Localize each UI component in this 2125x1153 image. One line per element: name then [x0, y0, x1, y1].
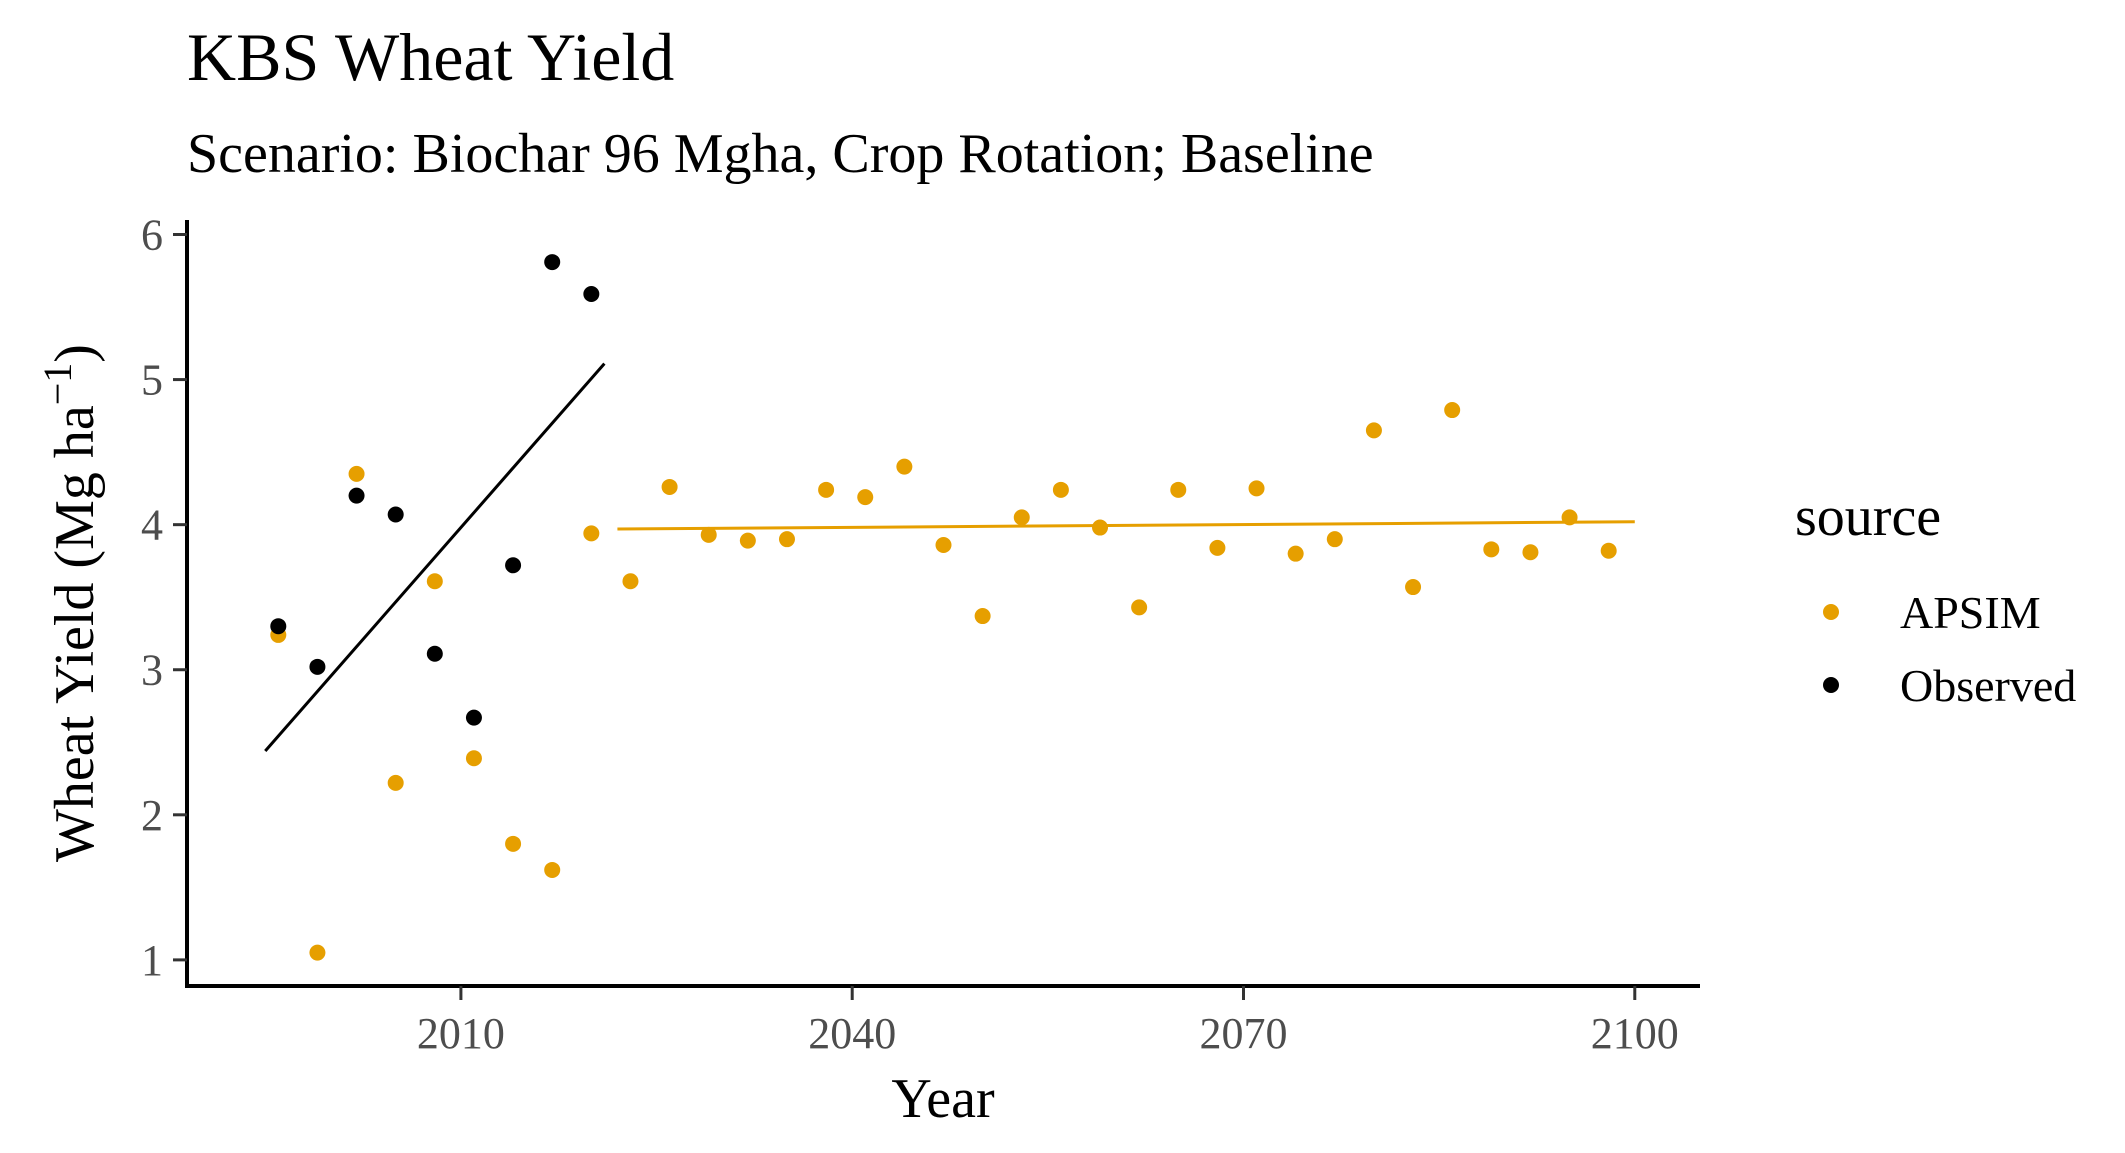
x-axis-label: Year [891, 1068, 995, 1130]
point-observed [544, 254, 561, 271]
point-apsim [348, 465, 365, 482]
point-apsim [544, 861, 561, 878]
plot-area [264, 254, 1635, 961]
y-tick-label: 6 [141, 211, 163, 260]
chart-subtitle: Scenario: Biochar 96 Mgha, Crop Rotation… [187, 123, 1374, 185]
chart-title: KBS Wheat Yield [187, 19, 674, 95]
y-axis-label: Wheat Yield (Mg ha−1) [35, 344, 106, 862]
y-tick-label: 1 [141, 936, 163, 985]
point-apsim [1248, 480, 1265, 497]
legend: source APSIM Observed [1795, 486, 2076, 711]
point-apsim [1522, 544, 1539, 561]
point-apsim [661, 478, 678, 495]
point-apsim [935, 536, 952, 553]
y-tick-label: 3 [141, 646, 163, 695]
point-apsim [1561, 509, 1578, 526]
point-apsim [896, 458, 913, 475]
point-apsim [700, 526, 717, 543]
trend-line-observed [264, 362, 606, 752]
legend-title: source [1795, 486, 1941, 548]
point-apsim [1052, 481, 1069, 498]
y-axis-label-superscript: −1 [35, 363, 80, 406]
x-tick-label: 2070 [1199, 1009, 1287, 1058]
point-apsim [1131, 599, 1148, 616]
legend-label-apsim: APSIM [1900, 587, 2041, 638]
x-tick-label: 2010 [417, 1009, 505, 1058]
point-apsim [1326, 531, 1343, 548]
y-tick-label: 5 [141, 356, 163, 405]
y-tick-label: 2 [141, 791, 163, 840]
legend-key-observed [1823, 677, 1839, 693]
point-apsim [1600, 542, 1617, 559]
point-observed [583, 285, 600, 302]
point-apsim [505, 835, 522, 852]
y-axis-label-close: ) [44, 344, 106, 363]
point-apsim [1092, 519, 1109, 536]
point-observed [505, 557, 522, 574]
point-apsim [1013, 509, 1030, 526]
point-observed [465, 709, 482, 726]
trend-line-apsim [617, 520, 1635, 531]
point-observed [348, 487, 365, 504]
point-apsim [1209, 539, 1226, 556]
point-observed [309, 658, 326, 675]
point-apsim [974, 608, 991, 625]
point-apsim [1483, 541, 1500, 558]
x-tick-label: 2040 [808, 1009, 896, 1058]
point-apsim [1444, 402, 1461, 419]
y-ticks: 1 2 3 4 5 6 [141, 211, 187, 985]
point-apsim [739, 532, 756, 549]
point-apsim [309, 944, 326, 961]
point-apsim [387, 774, 404, 791]
y-tick-label: 4 [141, 501, 163, 550]
point-apsim [1405, 579, 1422, 596]
point-observed [387, 506, 404, 523]
point-apsim [778, 531, 795, 548]
point-apsim [583, 525, 600, 542]
point-apsim [1170, 481, 1187, 498]
point-observed [426, 645, 443, 662]
x-ticks: 2010 2040 2070 2100 [417, 986, 1679, 1058]
point-apsim [818, 481, 835, 498]
point-apsim [857, 489, 874, 506]
x-tick-label: 2100 [1591, 1009, 1679, 1058]
point-apsim [1365, 422, 1382, 439]
point-apsim [465, 750, 482, 767]
point-observed [270, 618, 287, 635]
y-axis-label-main: Wheat Yield (Mg ha [44, 405, 106, 862]
point-apsim [622, 573, 639, 590]
point-apsim [1287, 545, 1304, 562]
legend-key-apsim [1823, 604, 1839, 620]
legend-label-observed: Observed [1900, 660, 2076, 711]
point-apsim [426, 573, 443, 590]
